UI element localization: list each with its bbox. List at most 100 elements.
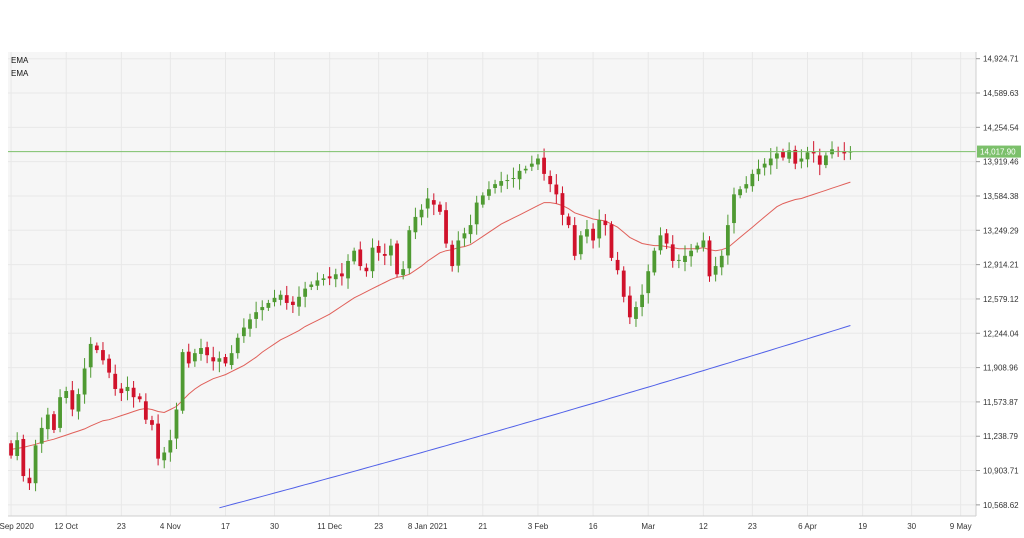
candle-body [474, 202, 479, 225]
candle-body [523, 168, 528, 171]
candle-body [444, 210, 448, 244]
candle-body [462, 233, 467, 239]
x-tick-label: 29 Sep 2020 [0, 522, 34, 531]
x-tick-label: 6 Apr [798, 522, 817, 531]
candle-body [52, 414, 56, 430]
candle [266, 299, 271, 311]
candle-body [137, 396, 142, 400]
candle-body [542, 157, 546, 174]
candle-body [370, 247, 375, 272]
y-tick-label: 14,589.63 [983, 89, 1019, 98]
candle [695, 242, 700, 253]
candle-body [419, 209, 424, 218]
candle [744, 176, 749, 193]
candle [425, 188, 430, 218]
candle [211, 346, 216, 371]
candle-body [713, 266, 718, 275]
candle [817, 148, 822, 176]
candle [517, 164, 522, 190]
candle-body [192, 353, 197, 362]
candle-body [272, 297, 277, 303]
candle-body [676, 259, 681, 261]
candle-body [585, 229, 589, 237]
candle-body [658, 235, 663, 251]
ema-slow-path [219, 325, 851, 509]
candle-body [505, 180, 510, 182]
candle-body [578, 235, 583, 255]
candle [431, 193, 436, 216]
candle [689, 243, 694, 267]
x-tick-label: 21 [478, 522, 487, 531]
candle [39, 417, 44, 453]
candle [536, 154, 540, 170]
candle-body [701, 240, 706, 248]
candle-body [186, 351, 191, 364]
candle [640, 284, 645, 317]
candle [21, 434, 26, 482]
candle [58, 389, 62, 433]
candle-body [180, 352, 185, 411]
candle-body [842, 151, 847, 154]
candle-body [670, 244, 675, 261]
candle [70, 380, 75, 417]
candle-body [732, 194, 736, 224]
candle-body [76, 394, 81, 412]
candle [474, 195, 479, 235]
candle-body [572, 225, 577, 256]
candle-body [248, 319, 252, 329]
candle-body [468, 225, 473, 235]
candle-body [266, 302, 271, 308]
candle [88, 337, 93, 378]
candle-body [615, 259, 620, 271]
candle [523, 165, 528, 174]
candle-body [113, 373, 118, 389]
candle [358, 241, 363, 271]
candle [419, 204, 424, 226]
candle-body [597, 219, 602, 239]
candle-body [131, 387, 136, 398]
candle-body [223, 357, 228, 364]
candle-body [554, 184, 559, 195]
x-tick-label: 8 Jan 2021 [408, 522, 448, 531]
candle-body [431, 200, 436, 205]
candle [290, 296, 295, 313]
y-axis: 14,924.71 14,589.63 14,254.54 13,919.46 13,5… [975, 52, 1019, 516]
y-tick-label: 13,919.46 [983, 158, 1019, 167]
y-tick-label: 12,579.12 [983, 295, 1019, 304]
candle-body [456, 240, 461, 266]
y-tick-label: 10,903.71 [983, 467, 1019, 476]
candle [186, 343, 191, 368]
candle [248, 313, 252, 337]
candles [9, 141, 853, 492]
candle [683, 245, 687, 272]
candle [229, 345, 234, 370]
candle [346, 254, 350, 289]
candle [131, 380, 136, 408]
candle [150, 415, 154, 431]
candle [707, 236, 712, 282]
candle-body [107, 358, 111, 373]
x-tick-label: 12 [699, 522, 708, 531]
candle-body [603, 220, 608, 226]
candle-body [774, 153, 779, 159]
candle [156, 414, 161, 466]
candle [781, 148, 785, 161]
plot-area [8, 52, 976, 516]
candle-body [303, 288, 308, 297]
candle-body [683, 255, 687, 262]
candle-body [376, 245, 381, 253]
candle-body [39, 427, 44, 444]
candle-body [321, 278, 326, 281]
candle-body [21, 438, 26, 477]
candle-body [413, 216, 418, 233]
candle-body [652, 250, 657, 273]
candle [272, 289, 277, 307]
x-tick-label: 23 [748, 522, 757, 531]
candle-body [609, 224, 614, 258]
candle-body [750, 173, 755, 187]
candle-body [811, 151, 816, 154]
candle [9, 440, 13, 459]
x-tick-label: Mar [641, 522, 655, 531]
candle [333, 268, 338, 288]
